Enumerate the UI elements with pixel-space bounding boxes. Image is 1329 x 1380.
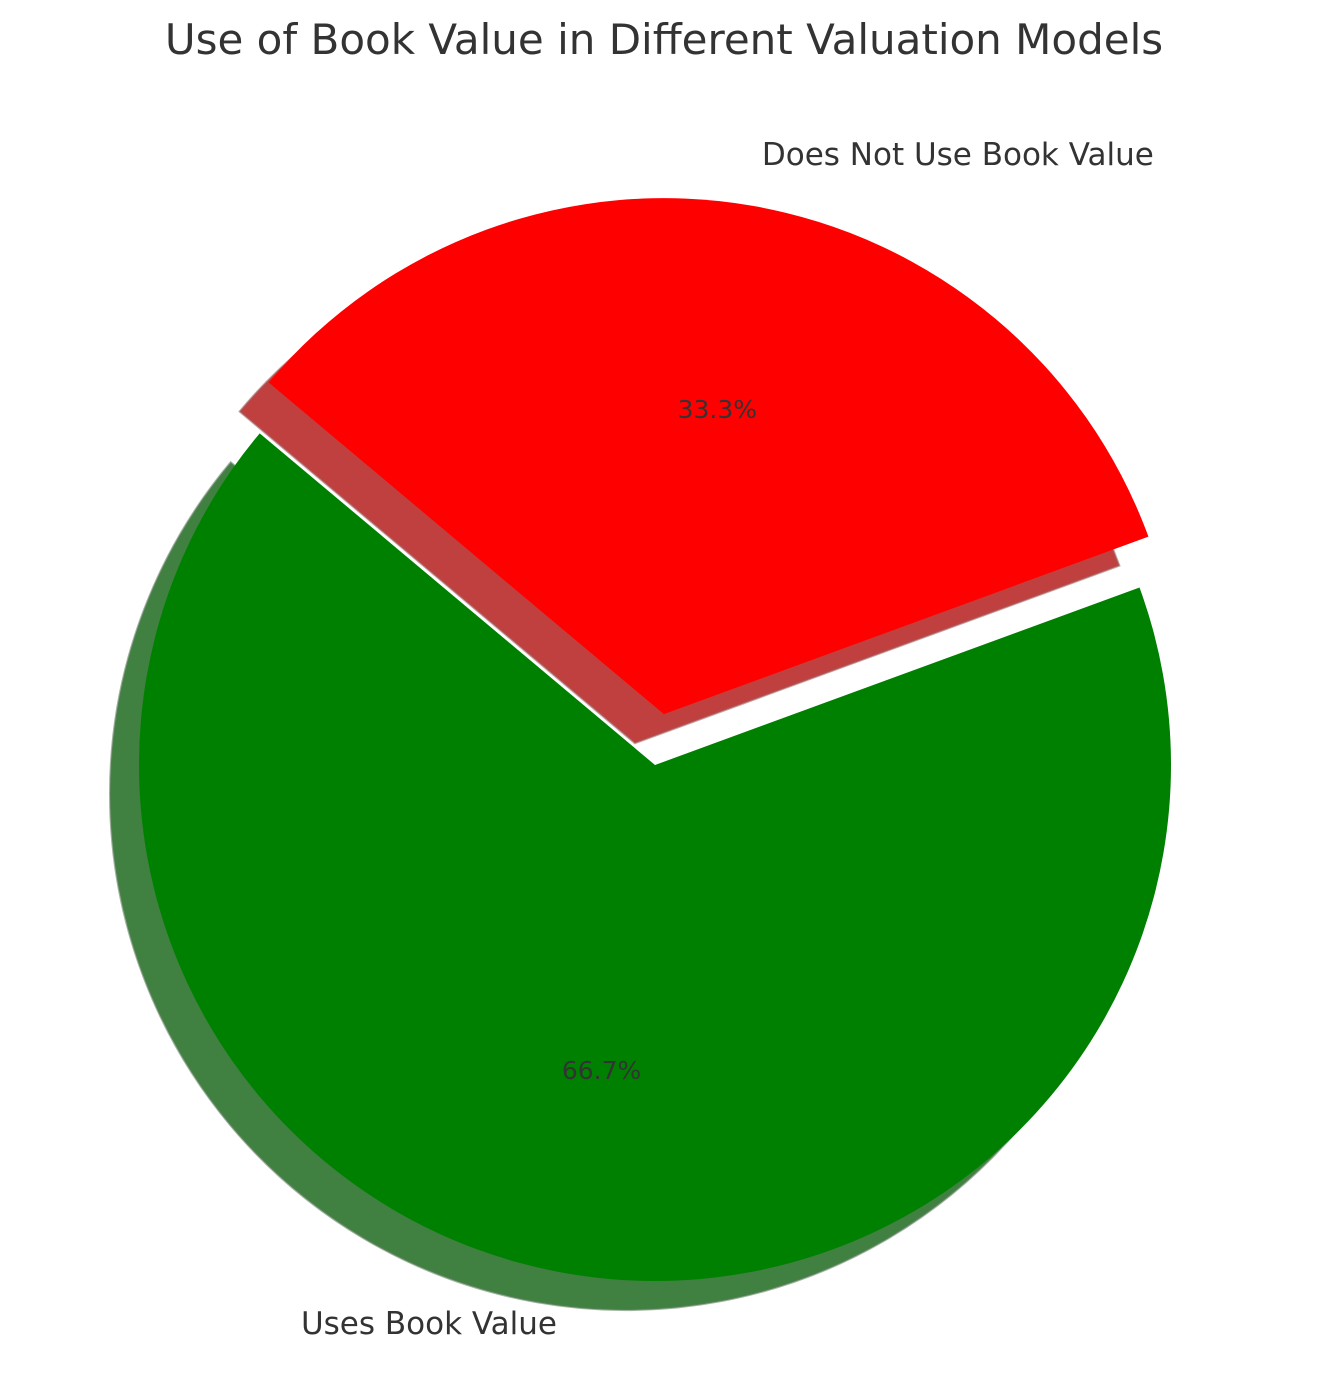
label-does-not-use-book-value: Does Not Use Book Value [762,137,1154,173]
slice-uses-book-value [139,433,1172,1281]
label-uses-book-value: Uses Book Value [301,1306,557,1342]
pct-uses-book-value: 66.7% [562,1056,641,1085]
slices [139,198,1172,1281]
pct-does-not-use-book-value: 33.3% [678,395,757,424]
slice-does-not-use-book-value [268,198,1149,715]
slice-labels: Uses Book Value 66.7% Does Not Use Book Va… [301,137,1154,1342]
chart-title: Use of Book Value in Different Valuation… [165,15,1163,64]
